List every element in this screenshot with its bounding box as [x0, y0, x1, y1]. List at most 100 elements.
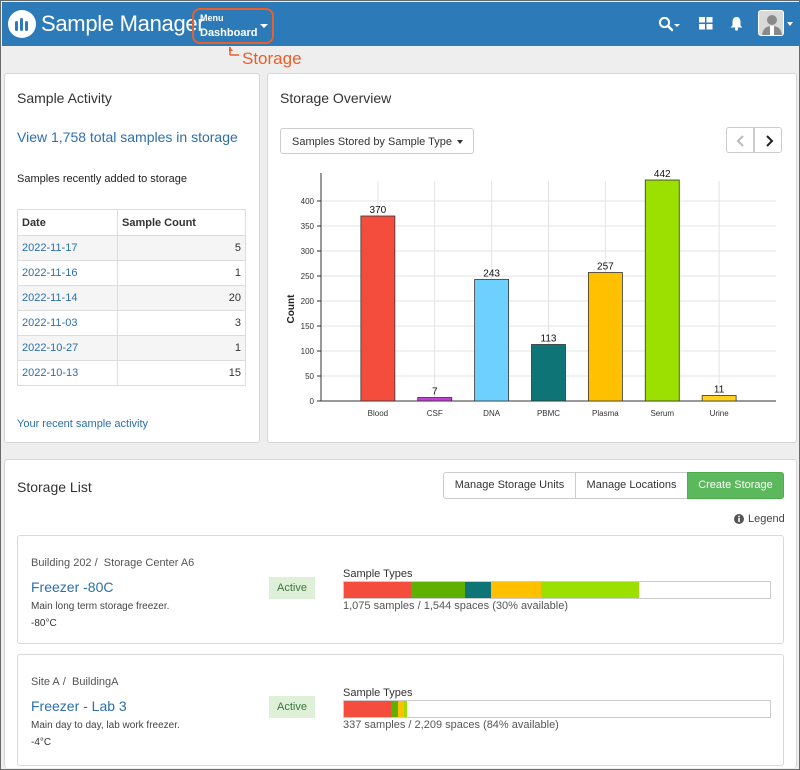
x-tick-label: CSF [427, 409, 443, 418]
chart-type-dropdown[interactable]: Samples Stored by Sample Type [280, 128, 474, 154]
sample-types-label: Sample Types [343, 687, 413, 699]
date-link[interactable]: 2022-10-27 [22, 342, 79, 354]
top-navbar: Sample Manager Menu Dashboard [2, 2, 800, 46]
x-tick-label: Plasma [592, 409, 619, 418]
create-storage-button[interactable]: Create Storage [687, 472, 784, 499]
storage-unit-description: Main long term storage freezer. [31, 601, 170, 612]
y-tick-label: 50 [305, 372, 314, 381]
sample-count: 3 [117, 310, 246, 336]
y-tick-label: 350 [301, 222, 315, 231]
next-chart-button[interactable] [754, 127, 782, 153]
x-tick-label: Serum [650, 409, 674, 418]
breadcrumb: Site A / BuildingA [31, 676, 119, 688]
data-label: 243 [483, 269, 500, 280]
x-tick-label: Blood [368, 409, 388, 418]
sample-type-segment [344, 701, 391, 717]
avatar-chevron-icon[interactable] [787, 22, 793, 26]
chart-type-label: Samples Stored by Sample Type [292, 136, 452, 148]
menu-current-label: Dashboard [200, 27, 258, 39]
y-axis-label: Count [286, 294, 297, 324]
y-tick-label: 250 [301, 272, 315, 281]
x-tick-label: Urine [710, 409, 730, 418]
callout-arrow-icon [229, 47, 239, 56]
recent-samples-label: Samples recently added to storage [17, 173, 187, 185]
capacity-bar[interactable] [343, 700, 771, 718]
sample-type-segment [541, 582, 639, 598]
sample-type-segment [344, 582, 411, 598]
storage-unit-name-link[interactable]: Freezer -80C [31, 579, 114, 595]
activity-table: Date Sample Count 2022-11-17 5 2022-11-1… [17, 209, 246, 386]
data-label: 7 [432, 387, 438, 398]
user-avatar[interactable] [758, 10, 784, 36]
search-icon[interactable] [658, 16, 680, 32]
grid-icon[interactable] [699, 17, 713, 30]
bell-icon[interactable] [730, 16, 743, 31]
bar-blood [360, 215, 396, 402]
view-total-samples-link[interactable]: View 1,758 total samples in storage [17, 129, 238, 145]
data-label: 442 [654, 169, 671, 180]
storage-unit-name-link[interactable]: Freezer - Lab 3 [31, 698, 127, 714]
legend-label: Legend [748, 513, 785, 525]
sample-type-segment [490, 582, 542, 598]
table-row: 2022-10-13 15 [17, 360, 246, 386]
date-link[interactable]: 2022-11-16 [22, 267, 78, 279]
chart-bars: 370 7 243 113 257 442 11 [360, 169, 737, 402]
data-label: 113 [541, 334, 557, 345]
storage-callout: Storage [242, 49, 302, 68]
sample-count: 20 [117, 285, 246, 311]
y-tick-label: 400 [301, 197, 315, 206]
column-header-date[interactable]: Date [17, 209, 118, 236]
sample-type-segment [404, 701, 408, 717]
storage-unit-card: Building 202 / Storage Center A6 Freezer… [17, 535, 784, 644]
status-badge: Active [269, 696, 315, 718]
storage-overview-title: Storage Overview [280, 90, 392, 106]
menu-small-label: Menu [200, 13, 224, 23]
menu-dropdown[interactable]: Menu Dashboard [192, 8, 274, 44]
sample-type-segment [390, 701, 398, 717]
data-label: 257 [597, 262, 614, 273]
y-tick-label: 200 [301, 297, 315, 306]
data-label: 11 [714, 385, 725, 396]
breadcrumb-item[interactable]: BuildingA [71, 676, 119, 688]
date-link[interactable]: 2022-11-17 [22, 242, 78, 254]
status-badge: Active [269, 577, 315, 599]
sample-type-segment [410, 582, 466, 598]
breadcrumb-item[interactable]: Site A [31, 676, 60, 688]
capacity-stats: 337 samples / 2,209 spaces (84% availabl… [343, 719, 559, 731]
manage-storage-units-button[interactable]: Manage Storage Units [443, 472, 576, 499]
column-header-count[interactable]: Sample Count [117, 209, 246, 236]
bar-dna [474, 279, 510, 402]
breadcrumb-item[interactable]: Storage Center A6 [103, 557, 195, 569]
bar-csf [417, 397, 453, 402]
sample-count: 15 [117, 360, 246, 386]
date-link[interactable]: 2022-11-14 [22, 292, 78, 304]
sample-count: 1 [117, 260, 246, 286]
storage-unit-temperature: -80°C [31, 618, 57, 629]
previous-chart-button[interactable] [726, 127, 754, 153]
date-link[interactable]: 2022-10-13 [22, 367, 79, 379]
bar-urine [701, 395, 737, 402]
storage-unit-description: Main day to day, lab work freezer. [31, 720, 180, 731]
y-tick-label: 100 [301, 347, 315, 356]
bar-plasma [587, 272, 623, 402]
sample-activity-title: Sample Activity [17, 90, 112, 106]
data-label: 370 [370, 205, 387, 216]
date-link[interactable]: 2022-11-03 [22, 317, 78, 329]
legend-toggle[interactable]: Legend [734, 513, 785, 525]
chevron-down-icon [260, 24, 268, 28]
manage-locations-button[interactable]: Manage Locations [575, 472, 688, 499]
recent-activity-link[interactable]: Your recent sample activity [17, 418, 149, 430]
sample-type-segment [465, 582, 491, 598]
brand[interactable]: Sample Manager [8, 10, 205, 38]
table-row: 2022-10-27 1 [17, 335, 246, 361]
x-tick-label: PBMC [537, 409, 560, 418]
y-tick-label: 150 [301, 322, 315, 331]
capacity-bar[interactable] [343, 581, 771, 599]
chevron-left-icon [736, 135, 744, 147]
bar-pbmc [531, 344, 566, 402]
breadcrumb: Building 202 / Storage Center A6 [31, 557, 195, 569]
sample-count: 1 [117, 335, 246, 361]
breadcrumb-item[interactable]: Building 202 [31, 557, 92, 569]
user-icon [762, 15, 782, 35]
logo-icon [8, 10, 36, 38]
